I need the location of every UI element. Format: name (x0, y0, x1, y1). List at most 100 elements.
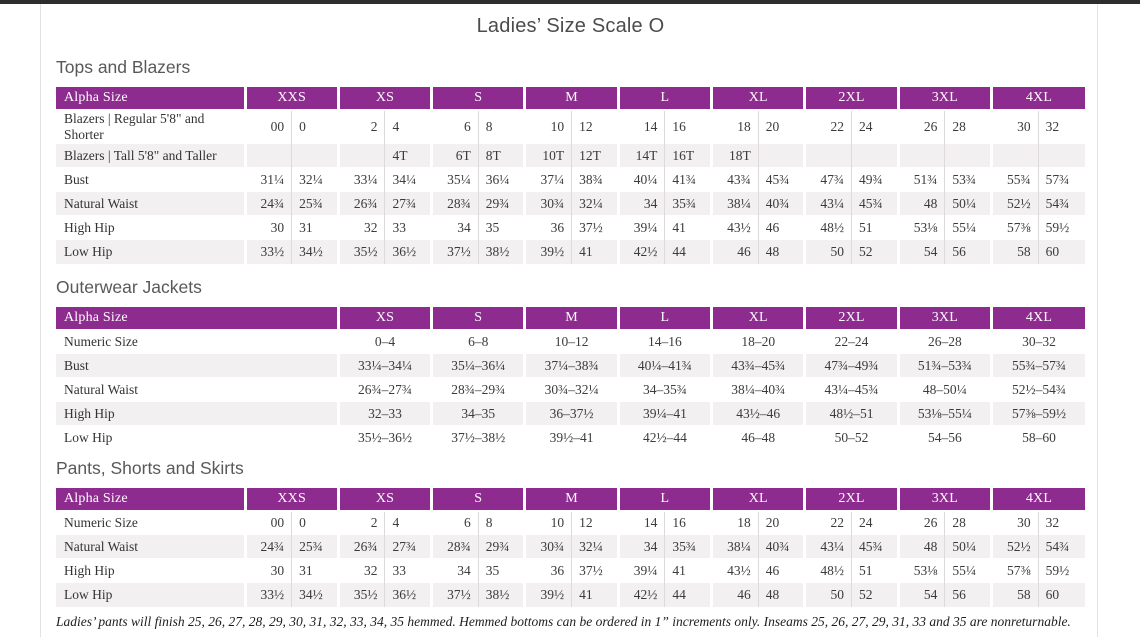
value-cell (896, 143, 946, 168)
value-cell: 31 (299, 562, 313, 578)
value-cell: 40¼ (616, 167, 666, 192)
table-row: Low Hip 35½–36½ 37½–38½ 39½–41 42½–44 46–48 50… (56, 425, 1085, 450)
value-cell: 51¾ (896, 167, 946, 192)
value-cell: 16 (672, 514, 686, 530)
value-cell: 30 (243, 215, 293, 240)
value-cell: 22 (803, 510, 853, 535)
value-cell: 32 (1045, 514, 1060, 530)
size-header-2xl: 2XL (803, 487, 899, 511)
value-cell: 28 (952, 119, 966, 134)
value-cell: 32¼ (571, 191, 619, 216)
row-label: Numeric Size (64, 514, 138, 530)
value-cell: 43¾–45¾ (710, 353, 805, 378)
value-cell: 24 (859, 514, 873, 530)
value-cell: 39½ (523, 582, 573, 607)
size-header-s: S (430, 306, 525, 330)
value-cell: 42½ (616, 582, 666, 607)
value-cell: 10T (523, 143, 573, 168)
size-header-l: L (616, 306, 712, 330)
value-cell: 59½ (1045, 562, 1070, 578)
value-cell: 14T (616, 143, 666, 168)
value-cell: 48½ (803, 215, 853, 240)
value-cell: 29¾ (478, 534, 525, 559)
value-cell: 33¼ (336, 167, 386, 192)
table-row: Bust 33¼–34¼ 35¼–36¼ 37¼–38¾ 40¼–41¾ 43¾–45¾ 4… (56, 353, 1085, 378)
table-row: Blazers | Regular 5'8" and Shorter 00 0 2 4 6… (56, 110, 1085, 144)
row-label: Low Hip (64, 429, 113, 445)
value-cell: 53⅛–55¼ (896, 401, 992, 426)
value-cell: 45¾ (851, 191, 899, 216)
value-cell: 30¾–32¼ (523, 377, 619, 402)
value-cell: 48 (896, 534, 946, 559)
size-header-m: M (523, 487, 619, 511)
value-cell: 38½ (478, 239, 525, 264)
value-cell: 35¾ (664, 191, 712, 216)
value-cell: 26¾ (336, 191, 386, 216)
value-cell: 22 (803, 110, 853, 144)
value-cell: 2 (336, 110, 386, 144)
value-cell: 48–50¼ (896, 377, 992, 402)
value-cell: 26 (896, 110, 946, 144)
value-cell: 54¾ (1038, 534, 1085, 559)
value-cell: 47¾ (803, 167, 853, 192)
value-cell: 55¼ (952, 562, 976, 578)
value-cell: 12 (579, 514, 593, 530)
value-cell: 54 (896, 582, 946, 607)
value-cell: 36½ (384, 239, 432, 264)
value-cell: 2 (336, 510, 386, 535)
value-cell (758, 143, 805, 168)
value-cell: 52 (851, 239, 899, 264)
value-cell: 50¼ (944, 534, 992, 559)
size-header-xs: XS (336, 306, 432, 330)
value-cell: 30–32 (990, 329, 1085, 354)
value-cell: 52½ (990, 191, 1039, 216)
value-cell (990, 143, 1039, 168)
row-label: Bust (56, 353, 339, 378)
value-cell: 40¼–41¾ (616, 353, 712, 378)
value-cell: 53⅛ (896, 215, 946, 240)
value-cell: 0 (299, 119, 306, 134)
value-cell: 46 (765, 562, 780, 578)
value-cell: 33¼–34¼ (336, 353, 432, 378)
section-title: Outerwear Jackets (56, 276, 202, 297)
size-header-xxs: XXS (243, 487, 339, 511)
value-cell: 30¾ (523, 191, 573, 216)
value-cell: 59½ (1045, 219, 1070, 235)
outerwear-jackets-table: Alpha Size XS S M L XL 2XL 3XL 4XL Numeric Size 0–… (56, 306, 1085, 450)
value-cell: 54–56 (896, 425, 992, 450)
value-cell: 4 (392, 514, 400, 530)
value-cell: 30 (243, 558, 293, 583)
value-cell: 43¼ (803, 534, 853, 559)
value-cell: 10 (523, 110, 573, 144)
value-cell: 30¾ (523, 534, 573, 559)
value-cell: 26 (896, 510, 946, 535)
value-cell: 41 (571, 582, 619, 607)
value-cell: 53⅛ (896, 558, 946, 583)
size-header-2xl: 2XL (803, 306, 899, 330)
value-cell: 16 (672, 119, 686, 134)
value-cell: 38¼ (710, 534, 759, 559)
value-cell: 34½ (291, 582, 339, 607)
value-cell: 34–35 (430, 401, 525, 426)
value-cell: 35¼ (430, 167, 479, 192)
value-cell: 32 (336, 215, 386, 240)
value-cell: 42½–44 (616, 425, 712, 450)
value-cell: 44 (664, 582, 712, 607)
value-cell: 33½ (243, 239, 293, 264)
row-label: Bust (64, 171, 89, 187)
table-row: Low Hip 33½ 34½ 35½ 36½ 37½ 38½ 39½ 41 42½ 44 46 48 5… (56, 239, 1085, 264)
value-cell: 38¾ (579, 171, 603, 187)
value-cell: 43½ (710, 215, 759, 240)
size-header-row: Alpha Size XXS XS S M L XL 2XL 3XL 4XL (56, 487, 1085, 511)
value-cell: 34¼ (392, 171, 417, 187)
value-cell: 53¾ (952, 171, 976, 187)
size-header-3xl: 3XL (896, 87, 992, 110)
value-cell: 20 (765, 119, 780, 134)
value-cell: 20 (765, 514, 780, 530)
value-cell: 48 (896, 191, 946, 216)
value-cell: 52½–54¾ (990, 377, 1085, 402)
value-cell: 45¾ (851, 534, 899, 559)
section-outerwear-jackets: Outerwear Jackets Alpha Size XS S M L XL 2XL 3X… (56, 277, 1085, 450)
value-cell: 54¾ (1038, 191, 1085, 216)
value-cell: 32¼ (571, 534, 619, 559)
